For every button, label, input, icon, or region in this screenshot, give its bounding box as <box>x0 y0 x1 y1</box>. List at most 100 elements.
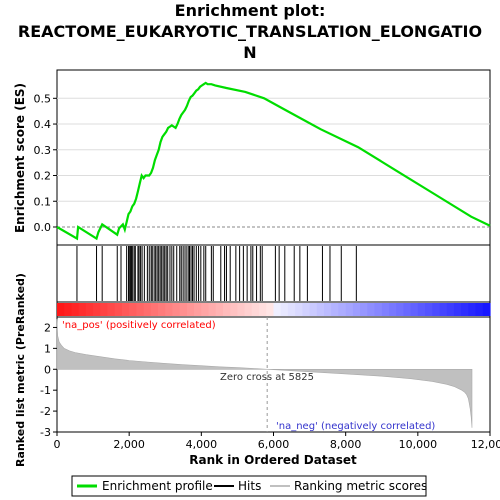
legend-box <box>71 475 427 497</box>
es-y-tick-label: 0.2 <box>34 170 52 183</box>
gradient-segment <box>446 303 455 316</box>
metric-series <box>56 317 473 432</box>
legend: Enrichment profile Hits Ranking metric s… <box>71 475 427 497</box>
gradient-segment <box>360 303 368 316</box>
title-line-1: Enrichment plot: <box>174 1 326 20</box>
gradient-segment <box>201 303 210 316</box>
gradient-segment <box>237 303 246 316</box>
gradient-segment <box>114 303 123 316</box>
gradient-segment <box>244 303 253 316</box>
x-tick-label: 2,000 <box>113 438 145 451</box>
enrichment-profile-line <box>56 81 491 241</box>
gradient-segment <box>165 303 174 316</box>
metric-y-tick-label: -1 <box>40 384 51 397</box>
gradient-segment <box>439 303 448 316</box>
metric-y-ticks: -3 -2 -1 0 1 2 <box>40 321 57 439</box>
gradient-segment <box>179 303 188 316</box>
es-y-tick-label: 0.1 <box>34 195 52 208</box>
gradient-segment <box>367 303 376 316</box>
gradient-segment <box>403 303 412 316</box>
x-tick-label: 0 <box>54 438 61 451</box>
es-y-tick-label: 0.0 <box>34 221 52 234</box>
gradient-segment <box>345 303 354 316</box>
gradient-segment <box>85 303 94 316</box>
gradient-segment <box>324 303 332 316</box>
x-tick-label: 4,000 <box>186 438 218 451</box>
gradient-segment <box>280 303 289 316</box>
gradient-segment <box>259 303 267 316</box>
gradient-segment <box>396 303 404 316</box>
gradient-segment <box>338 303 347 316</box>
rank-gradient-bar <box>57 303 491 316</box>
legend-label-hits: Hits <box>238 479 261 493</box>
gradient-segment <box>208 303 217 316</box>
na-neg-label: 'na_neg' (negatively correlated) <box>276 421 435 432</box>
es-y-tick-label: 0.4 <box>34 118 52 131</box>
gradient-segment <box>107 303 116 316</box>
gradient-segment <box>453 303 462 316</box>
gradient-segment <box>331 303 339 316</box>
x-tick-label: 10,000 <box>399 438 438 451</box>
gradient-segment <box>475 303 484 316</box>
x-tick-label: 12,000 <box>471 438 500 451</box>
gradient-segment <box>71 303 80 316</box>
legend-label-enrichment-profile: Enrichment profile <box>102 479 213 493</box>
gradient-segment <box>150 303 159 316</box>
gradient-segment <box>417 303 426 316</box>
gradient-segment <box>194 303 202 316</box>
gradient-segment <box>410 303 419 316</box>
ranking-metric-area <box>56 319 473 428</box>
x-tick-label: 6,000 <box>258 438 290 451</box>
metric-y-tick-label: 1 <box>44 342 51 355</box>
gradient-segment <box>266 303 275 316</box>
gradient-segment <box>432 303 441 316</box>
gradient-segment <box>425 303 433 316</box>
metric-y-axis-label: Ranked list metric (PreRanked) <box>14 273 27 467</box>
gradient-segment <box>64 303 72 316</box>
es-panel-frame <box>56 69 491 246</box>
gradient-segment <box>223 303 231 316</box>
es-series <box>56 81 491 241</box>
plot-title: Enrichment plot: REACTOME_EUKARYOTIC_TRA… <box>0 0 500 63</box>
metric-x-ticks: 0 2,000 4,000 6,000 8,000 10,000 12,000 <box>54 432 500 451</box>
gradient-segment <box>352 303 361 316</box>
gradient-segment <box>302 303 311 316</box>
gradient-segment <box>143 303 152 316</box>
gradient-segment <box>461 303 469 316</box>
gradient-segment <box>374 303 383 316</box>
es-y-tick-label: 0.5 <box>34 92 52 105</box>
x-tick-label: 8,000 <box>330 438 362 451</box>
gradient-segment <box>273 303 282 316</box>
es-y-ticks: 0.0 0.1 0.2 0.3 0.4 0.5 <box>34 92 57 234</box>
gradient-segment <box>316 303 325 316</box>
gradient-segment <box>93 303 101 316</box>
gradient-segment <box>230 303 238 316</box>
gradient-segment <box>215 303 224 316</box>
es-gridlines <box>57 97 490 228</box>
gradient-segment <box>251 303 260 316</box>
gradient-segment <box>381 303 390 316</box>
gradient-segment <box>100 303 109 316</box>
gradient-segment <box>468 303 477 316</box>
gradient-segment <box>129 303 137 316</box>
gradient-segment <box>78 303 87 316</box>
es-y-tick-label: 0.3 <box>34 144 52 157</box>
gradient-segment <box>287 303 296 316</box>
gradient-segment <box>482 303 491 316</box>
na-pos-label: 'na_pos' (positively correlated) <box>62 320 216 331</box>
hits-panel-frame <box>56 244 491 303</box>
legend-label-ranking-metric: Ranking metric scores <box>294 479 427 493</box>
hits-series <box>76 246 357 301</box>
zero-cross-label: Zero cross at 5825 <box>220 372 314 383</box>
title-line-2: REACTOME_EUKARYOTIC_TRANSLATION_ELONGATI… <box>17 22 483 41</box>
gradient-segment <box>295 303 303 316</box>
metric-y-tick-label: -2 <box>40 405 51 418</box>
es-y-axis-label: Enrichment score (ES) <box>13 83 27 233</box>
gradient-segment <box>309 303 318 316</box>
gradient-segment <box>172 303 181 316</box>
gradient-segment <box>186 303 195 316</box>
gradient-segment <box>158 303 166 316</box>
gradient-segment <box>136 303 145 316</box>
metric-y-tick-label: -3 <box>40 426 51 439</box>
